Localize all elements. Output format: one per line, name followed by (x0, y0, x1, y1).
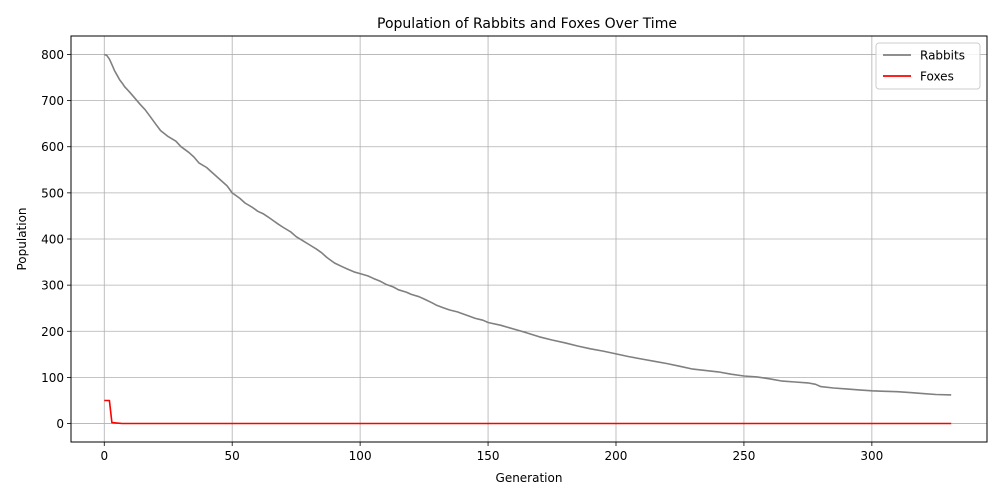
y-tick-label: 700 (41, 94, 64, 108)
x-tick-label: 150 (477, 449, 500, 463)
y-tick-label: 400 (41, 233, 64, 247)
grid (71, 36, 987, 442)
chart-title: Population of Rabbits and Foxes Over Tim… (377, 16, 677, 32)
x-tick-label: 100 (349, 449, 372, 463)
x-axis-label: Generation (496, 471, 563, 485)
x-tick-label: 0 (100, 449, 108, 463)
y-axis-label: Population (15, 207, 29, 270)
x-tick-label: 300 (860, 449, 883, 463)
x-tick-label: 50 (225, 449, 240, 463)
y-tick-label: 200 (41, 325, 64, 339)
series-line-foxes (104, 399, 952, 425)
series-line-rabbits (104, 53, 952, 396)
y-tick-label: 600 (41, 140, 64, 154)
legend: Rabbits Foxes (875, 42, 981, 90)
y-tick-label: 800 (41, 48, 64, 62)
y-tick-label: 300 (41, 279, 64, 293)
series-lines (104, 53, 952, 425)
y-tick-label: 500 (41, 186, 64, 200)
legend-label-rabbits: Rabbits (920, 49, 965, 63)
legend-label-foxes: Foxes (920, 70, 954, 84)
x-tick-label: 250 (732, 449, 755, 463)
axis-ticks: 0 50 100 150 200 250 300 0 100 200 300 400 500 600 700… (41, 48, 883, 463)
x-tick-label: 200 (605, 449, 628, 463)
y-tick-label: 100 (41, 371, 64, 385)
y-tick-label: 0 (56, 417, 64, 431)
